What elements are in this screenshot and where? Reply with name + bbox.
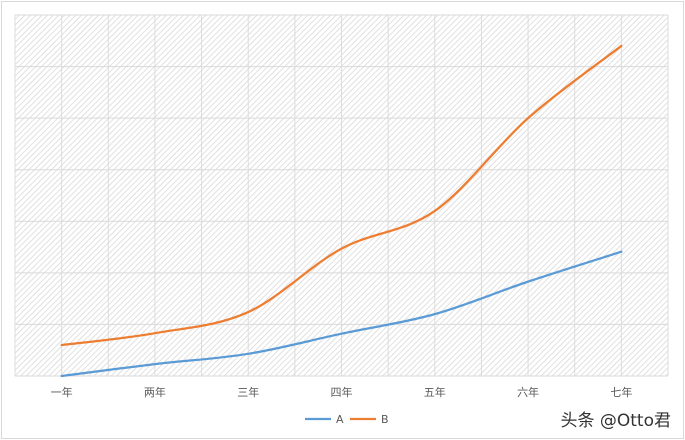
watermark: 头条 @Otto君 [560, 411, 671, 431]
series-lines [60, 44, 623, 378]
legend-label-B: B [381, 413, 389, 426]
gridlines [14, 14, 669, 377]
legend-label-A: A [336, 413, 344, 426]
x-tick-label: 一年 [51, 385, 73, 399]
x-tick-label: 三年 [237, 385, 259, 399]
series-line-B [60, 44, 623, 347]
x-axis-labels: 一年 两年 三年 四年 五年 六年 七年 [51, 385, 633, 399]
x-tick-label: 四年 [331, 385, 353, 399]
x-tick-label: 两年 [144, 385, 166, 399]
x-tick-label: 五年 [424, 385, 446, 399]
series-line-A [60, 250, 623, 378]
x-tick-label: 六年 [517, 385, 539, 399]
x-tick-label: 七年 [610, 385, 632, 399]
